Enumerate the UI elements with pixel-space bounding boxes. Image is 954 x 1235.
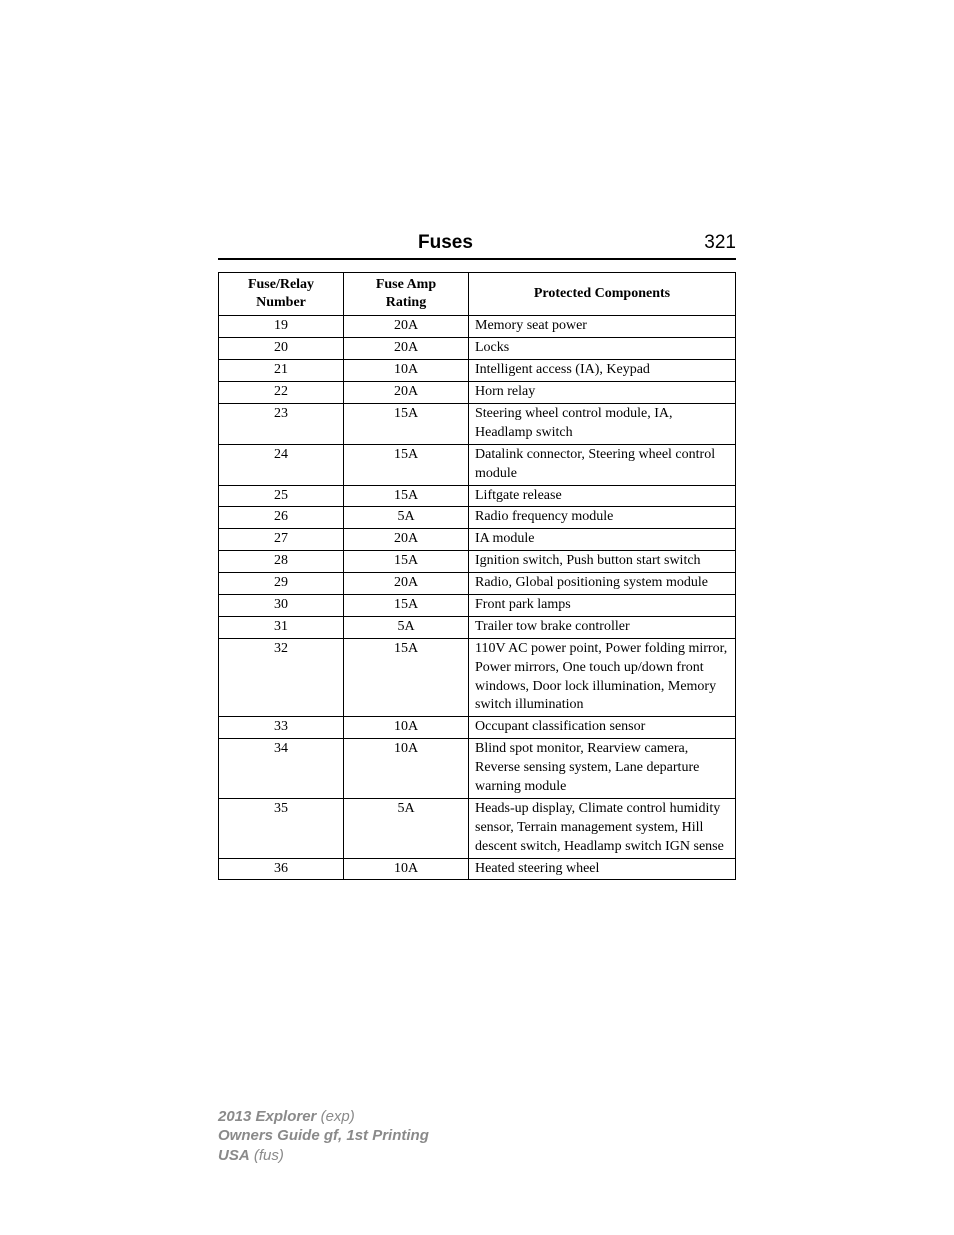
cell-number: 26 — [219, 507, 344, 529]
cell-components: Radio frequency module — [469, 507, 736, 529]
cell-number: 32 — [219, 638, 344, 717]
cell-rating: 15A — [344, 444, 469, 485]
cell-number: 29 — [219, 573, 344, 595]
cell-components: Radio, Global positioning system module — [469, 573, 736, 595]
cell-number: 34 — [219, 739, 344, 799]
column-header-label: Number — [256, 295, 306, 310]
footer-guide: Owners Guide gf, 1st Printing — [218, 1127, 429, 1144]
footer-line-1: 2013 Explorer (exp) — [218, 1107, 429, 1127]
page-footer: 2013 Explorer (exp) Owners Guide gf, 1st… — [218, 1107, 429, 1166]
table-row: 32 15A 110V AC power point, Power foldin… — [219, 638, 736, 717]
table-row: 31 5A Trailer tow brake controller — [219, 616, 736, 638]
cell-number: 31 — [219, 616, 344, 638]
cell-number: 30 — [219, 594, 344, 616]
table-row: 23 15A Steering wheel control module, IA… — [219, 403, 736, 444]
cell-number: 35 — [219, 798, 344, 858]
cell-rating: 5A — [344, 798, 469, 858]
cell-components: Locks — [469, 338, 736, 360]
cell-rating: 20A — [344, 573, 469, 595]
cell-components: Trailer tow brake controller — [469, 616, 736, 638]
cell-rating: 10A — [344, 360, 469, 382]
cell-rating: 15A — [344, 551, 469, 573]
column-header-components: Protected Components — [469, 273, 736, 316]
cell-number: 20 — [219, 338, 344, 360]
column-header-label: Protected Components — [534, 286, 670, 301]
cell-rating: 15A — [344, 594, 469, 616]
table-row: 33 10A Occupant classification sensor — [219, 717, 736, 739]
cell-components: Front park lamps — [469, 594, 736, 616]
footer-line-2: Owners Guide gf, 1st Printing — [218, 1126, 429, 1146]
cell-rating: 15A — [344, 638, 469, 717]
footer-region: USA — [218, 1147, 250, 1164]
cell-components: Occupant classification sensor — [469, 717, 736, 739]
section-title: Fuses — [418, 232, 473, 254]
cell-components: Heads-up display, Climate control humidi… — [469, 798, 736, 858]
table-row: 19 20A Memory seat power — [219, 316, 736, 338]
cell-number: 27 — [219, 529, 344, 551]
cell-rating: 20A — [344, 529, 469, 551]
cell-components: 110V AC power point, Power folding mirro… — [469, 638, 736, 717]
table-body: 19 20A Memory seat power 20 20A Locks 21… — [219, 316, 736, 880]
cell-components: Liftgate release — [469, 485, 736, 507]
table-row: 34 10A Blind spot monitor, Rearview came… — [219, 739, 736, 799]
cell-number: 36 — [219, 858, 344, 880]
column-header-label: Fuse Amp — [376, 277, 436, 292]
cell-components: Intelligent access (IA), Keypad — [469, 360, 736, 382]
cell-number: 33 — [219, 717, 344, 739]
table-row: 20 20A Locks — [219, 338, 736, 360]
cell-number: 21 — [219, 360, 344, 382]
cell-rating: 10A — [344, 858, 469, 880]
table-header: Fuse/Relay Number Fuse Amp Rating Protec… — [219, 273, 736, 316]
cell-components: IA module — [469, 529, 736, 551]
footer-model: 2013 Explorer — [218, 1108, 316, 1125]
cell-rating: 20A — [344, 338, 469, 360]
table-row: 28 15A Ignition switch, Push button star… — [219, 551, 736, 573]
cell-number: 28 — [219, 551, 344, 573]
table-row: 36 10A Heated steering wheel — [219, 858, 736, 880]
cell-number: 23 — [219, 403, 344, 444]
table-row: 25 15A Liftgate release — [219, 485, 736, 507]
cell-components: Horn relay — [469, 382, 736, 404]
cell-number: 19 — [219, 316, 344, 338]
table-row: 30 15A Front park lamps — [219, 594, 736, 616]
page-content: Fuses 321 Fuse/Relay Number Fuse Amp Rat… — [0, 0, 954, 880]
fuse-table: Fuse/Relay Number Fuse Amp Rating Protec… — [218, 272, 736, 880]
table-row: 27 20A IA module — [219, 529, 736, 551]
cell-rating: 5A — [344, 507, 469, 529]
table-row: 35 5A Heads-up display, Climate control … — [219, 798, 736, 858]
cell-components: Ignition switch, Push button start switc… — [469, 551, 736, 573]
cell-number: 24 — [219, 444, 344, 485]
cell-number: 25 — [219, 485, 344, 507]
cell-components: Datalink connector, Steering wheel contr… — [469, 444, 736, 485]
table-row: 26 5A Radio frequency module — [219, 507, 736, 529]
cell-number: 22 — [219, 382, 344, 404]
cell-rating: 20A — [344, 382, 469, 404]
table-row: 24 15A Datalink connector, Steering whee… — [219, 444, 736, 485]
footer-model-code: (exp) — [316, 1108, 354, 1125]
cell-components: Memory seat power — [469, 316, 736, 338]
column-header-label: Rating — [386, 295, 426, 310]
table-row: 21 10A Intelligent access (IA), Keypad — [219, 360, 736, 382]
footer-region-code: (fus) — [250, 1147, 284, 1164]
cell-rating: 5A — [344, 616, 469, 638]
table-header-row: Fuse/Relay Number Fuse Amp Rating Protec… — [219, 273, 736, 316]
cell-rating: 15A — [344, 403, 469, 444]
footer-line-3: USA (fus) — [218, 1146, 429, 1166]
column-header-label: Fuse/Relay — [248, 277, 314, 292]
page-header: Fuses 321 — [218, 232, 736, 260]
cell-rating: 10A — [344, 739, 469, 799]
table-row: 29 20A Radio, Global positioning system … — [219, 573, 736, 595]
cell-components: Blind spot monitor, Rearview camera, Rev… — [469, 739, 736, 799]
column-header-number: Fuse/Relay Number — [219, 273, 344, 316]
cell-rating: 20A — [344, 316, 469, 338]
cell-rating: 15A — [344, 485, 469, 507]
table-row: 22 20A Horn relay — [219, 382, 736, 404]
cell-components: Steering wheel control module, IA, Headl… — [469, 403, 736, 444]
column-header-rating: Fuse Amp Rating — [344, 273, 469, 316]
cell-rating: 10A — [344, 717, 469, 739]
cell-components: Heated steering wheel — [469, 858, 736, 880]
page-number: 321 — [704, 232, 736, 254]
